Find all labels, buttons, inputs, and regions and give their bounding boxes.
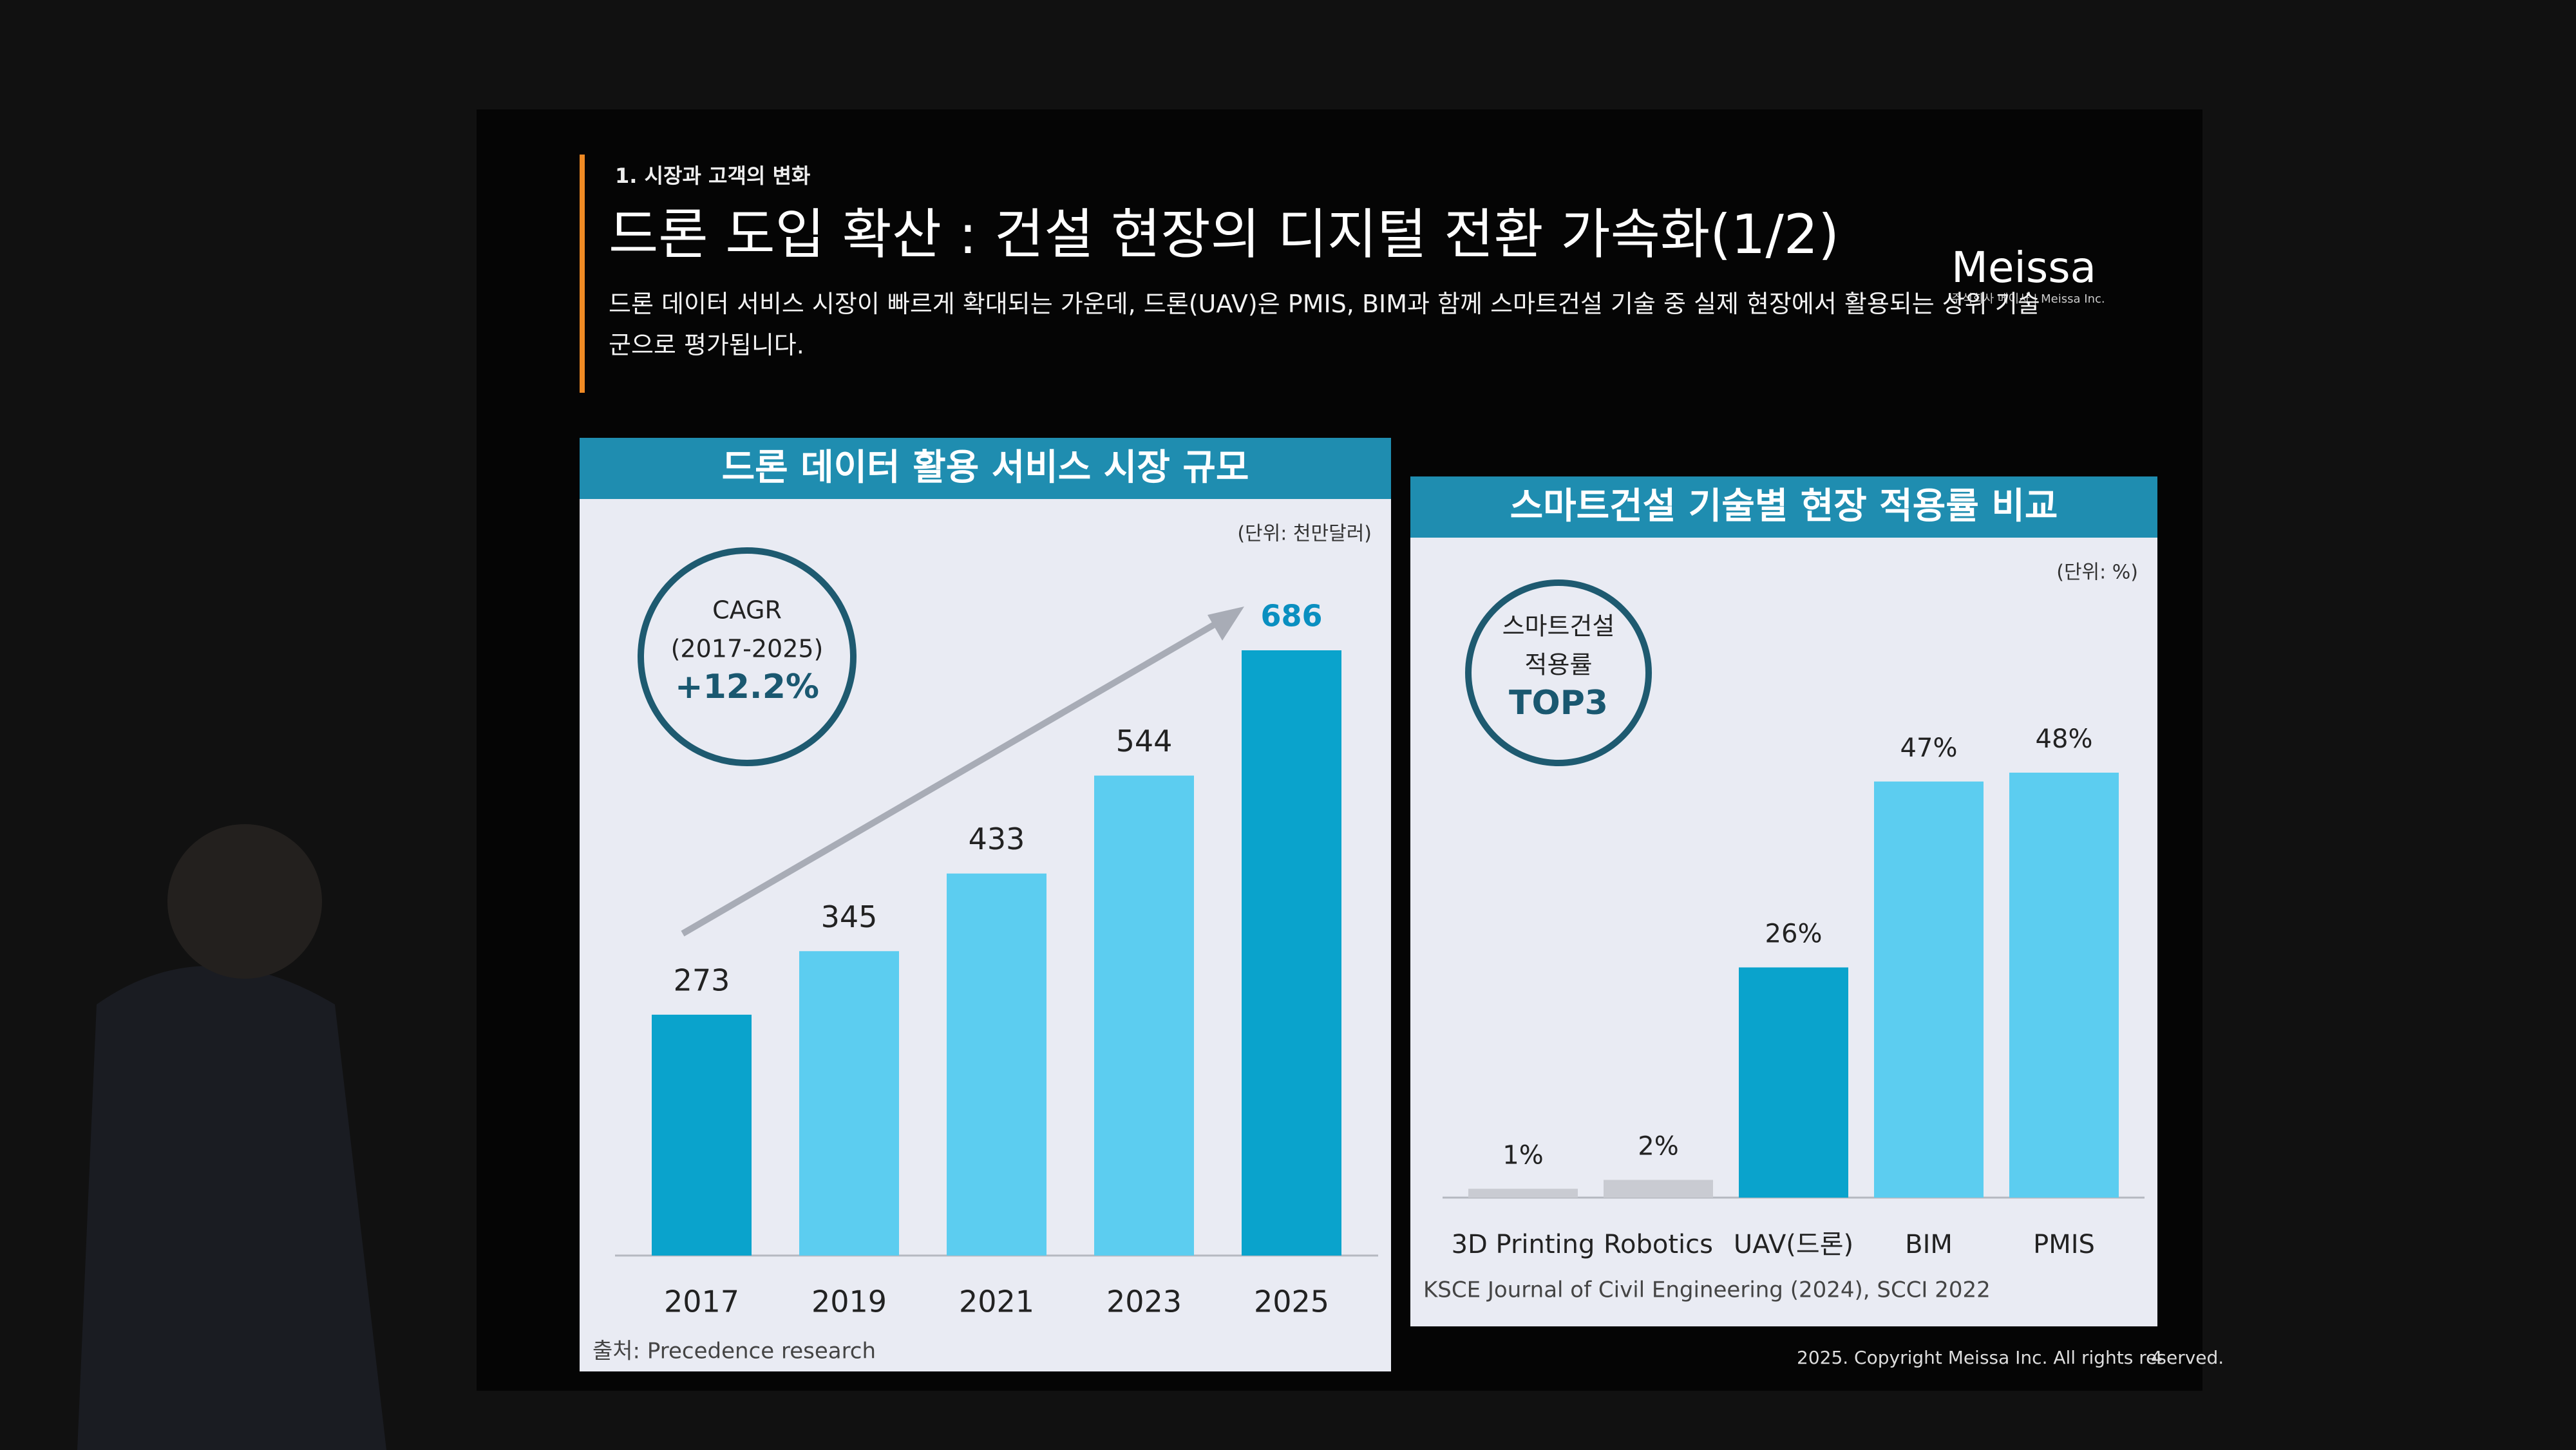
annotation: +12.2% — [675, 668, 819, 706]
logo: Meissa — [1951, 243, 2096, 292]
page-number: 4 — [2151, 1347, 2163, 1368]
value-label: 345 — [821, 899, 878, 934]
annotation: (2017-2025) — [671, 635, 824, 663]
trend-arrowhead — [1208, 607, 1244, 641]
chart-title: 스마트건설 기술별 현장 적용률 비교 — [1510, 485, 2058, 527]
chart-header — [580, 438, 1391, 499]
x-tick-label: 3D Printing — [1452, 1230, 1595, 1259]
bar — [1604, 1180, 1713, 1198]
x-tick-label: 2021 — [959, 1285, 1034, 1319]
bar — [799, 951, 899, 1256]
slide-title: 드론 도입 확산 : 건설 현장의 디지털 전환 가속화(1/2) — [609, 203, 1839, 266]
x-tick-label: 2025 — [1254, 1285, 1329, 1319]
x-tick-label: 2017 — [664, 1285, 739, 1319]
annotation: 스마트건설 — [1502, 612, 1615, 641]
subtitle: 드론 데이터 서비스 시장이 빠르게 확대되는 가운데, 드론(UAV)은 PM… — [609, 290, 2040, 359]
annotation-circle — [1465, 579, 1652, 766]
value-label: 2% — [1638, 1132, 1678, 1162]
x-tick-label: PMIS — [2033, 1230, 2095, 1259]
bar — [1739, 967, 1848, 1198]
unit-note: (단위: %) — [2056, 561, 2138, 584]
value-label: 47% — [1900, 733, 1958, 763]
presenter — [77, 966, 386, 1450]
accent-bar — [580, 155, 585, 393]
chart-title: 드론 데이터 활용 서비스 시장 규모 — [722, 447, 1249, 489]
value-label: 1% — [1502, 1140, 1543, 1170]
unit-note: (단위: 천만달러) — [1237, 523, 1372, 545]
bar — [2009, 773, 2119, 1198]
value-label: 48% — [2036, 724, 2093, 754]
section: 1. 시장과 고객의 변화 — [615, 164, 810, 188]
value-label: 273 — [674, 963, 730, 997]
bar — [1468, 1189, 1578, 1198]
value-label: 433 — [969, 822, 1025, 856]
x-tick-label: 2023 — [1106, 1285, 1182, 1319]
presenter-head — [167, 824, 322, 979]
annotation: CAGR — [712, 596, 782, 625]
chart-header — [1410, 476, 2157, 538]
annotation: TOP3 — [1509, 684, 1608, 722]
logo-sub: 주식회사 메이사 | Meissa Inc. — [1951, 292, 2105, 306]
bar — [947, 873, 1046, 1256]
x-tick-label: BIM — [1905, 1230, 1953, 1259]
x-tick-label: 2019 — [811, 1285, 887, 1319]
annotation: 적용률 — [1525, 651, 1593, 679]
value-label: 686 — [1260, 599, 1322, 634]
x-tick-label: UAV(드론) — [1734, 1230, 1853, 1259]
source: KSCE Journal of Civil Engineering (2024)… — [1423, 1277, 1991, 1303]
value-label: 26% — [1765, 919, 1823, 949]
bar — [1874, 781, 1984, 1198]
annotation-circle — [638, 547, 857, 766]
x-tick-label: Robotics — [1604, 1230, 1713, 1259]
bar — [1242, 650, 1341, 1256]
source: 출처: Precedence research — [592, 1339, 876, 1364]
value-label: 544 — [1116, 724, 1173, 758]
bar — [652, 1014, 752, 1256]
trend-arrow — [681, 608, 1238, 937]
footer: 2025. Copyright Meissa Inc. All rights r… — [1797, 1347, 2224, 1368]
bar — [1094, 775, 1194, 1256]
